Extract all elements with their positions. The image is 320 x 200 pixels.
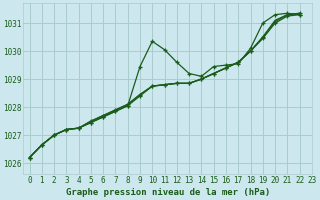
X-axis label: Graphe pression niveau de la mer (hPa): Graphe pression niveau de la mer (hPa): [66, 188, 270, 197]
